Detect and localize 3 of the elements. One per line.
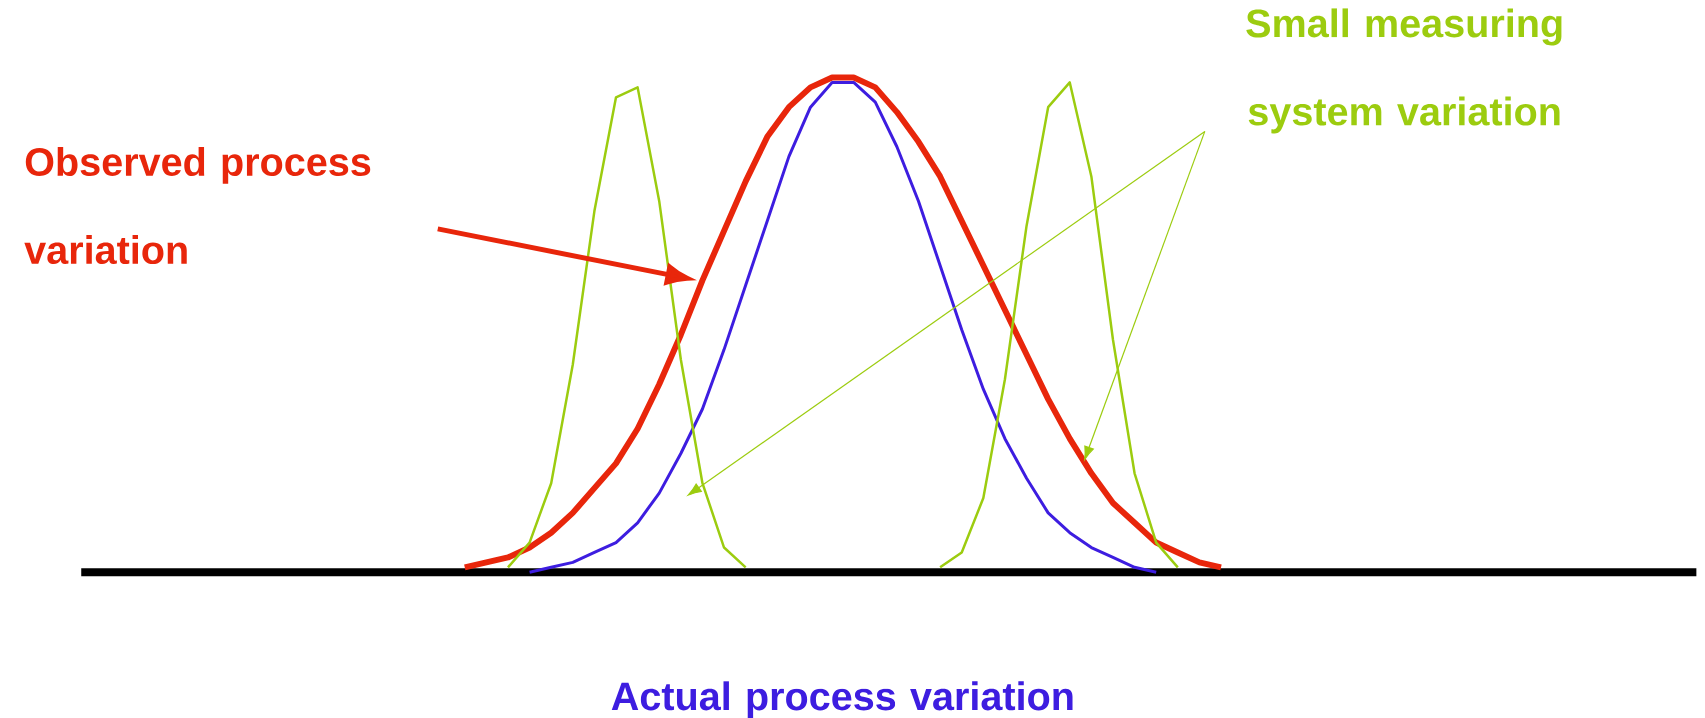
- text: Observed process variation: [24, 146, 371, 265]
- text: Actual process variation: [611, 681, 1073, 718]
- text: Small measuring system variation: [1246, 8, 1562, 134]
